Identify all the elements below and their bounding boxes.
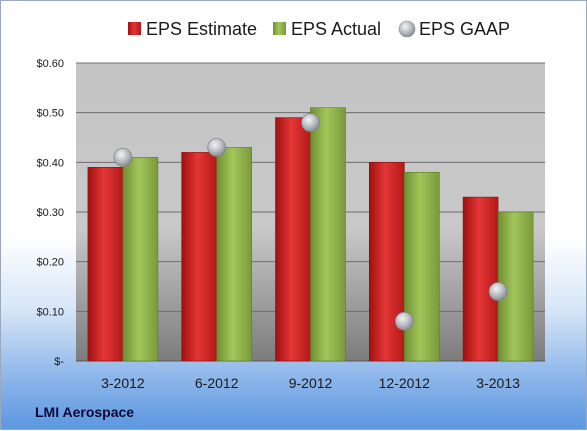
legend-label-eps-actual: EPS Actual: [291, 19, 381, 39]
gaap-markers: [113, 113, 508, 331]
y-tick-label: $0.10: [36, 306, 64, 318]
bar-eps-actual: [403, 171, 440, 362]
y-tick-label: $0.60: [36, 58, 64, 70]
bar-eps-estimate: [462, 196, 499, 362]
bar-eps-actual: [310, 107, 346, 362]
bar-eps-estimate: [181, 152, 217, 362]
legend-label-eps-gaap: EPS GAAP: [419, 19, 510, 39]
x-axis-ticks: 3-2012 6-2012 9-2012 12-2012 3-2013: [101, 375, 520, 391]
marker-eps-gaap: [113, 148, 133, 167]
x-tick-label: 6-2012: [195, 375, 239, 391]
marker-eps-gaap: [301, 113, 320, 132]
bar-eps-estimate: [87, 167, 124, 362]
bar-eps-estimate: [275, 117, 311, 362]
x-tick-label: 9-2012: [289, 375, 333, 391]
legend-swatch-eps-actual: [273, 22, 286, 35]
y-tick-label: $0.30: [36, 207, 64, 219]
x-tick-label: 12-2012: [379, 375, 431, 391]
bar-eps-estimate: [368, 162, 405, 362]
x-tick-label: 3-2012: [101, 375, 145, 391]
y-tick-label: $0.20: [36, 257, 64, 269]
x-tick-label: 3-2013: [476, 375, 520, 391]
bar-eps-actual: [122, 157, 159, 362]
marker-eps-gaap: [207, 138, 227, 157]
legend-label-eps-estimate: EPS Estimate: [146, 19, 257, 39]
legend-swatch-eps-estimate: [128, 22, 141, 35]
marker-eps-gaap: [394, 311, 414, 331]
bar-eps-actual: [216, 147, 252, 362]
legend: EPS Estimate EPS Actual EPS GAAP: [128, 19, 510, 39]
y-tick-label: $-: [54, 356, 64, 368]
legend-marker-eps-gaap: [398, 20, 416, 38]
company-name: LMI Aerospace: [35, 404, 134, 420]
marker-eps-gaap: [488, 282, 508, 301]
y-tick-label: $0.50: [36, 108, 64, 120]
y-tick-label: $0.40: [36, 157, 64, 169]
y-axis-ticks: $- $0.10 $0.20 $0.30 $0.40 $0.50 $0.60: [36, 58, 64, 368]
